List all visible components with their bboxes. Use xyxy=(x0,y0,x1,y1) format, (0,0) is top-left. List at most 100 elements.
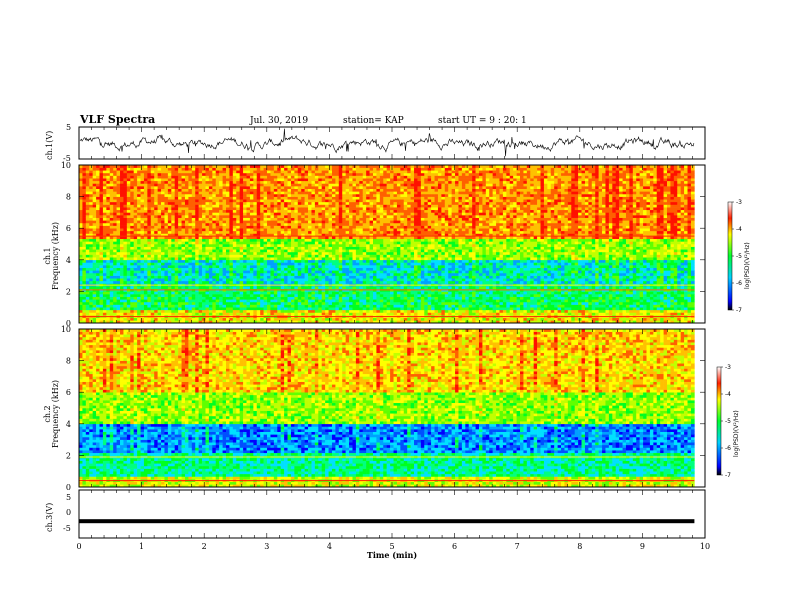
spectrogram-cell xyxy=(195,275,199,279)
spectrogram-cell xyxy=(106,262,111,266)
spectrogram-cell xyxy=(178,230,182,234)
spectrogram-cell xyxy=(335,228,340,232)
spectrogram-cell xyxy=(184,320,189,324)
spectrogram-cell xyxy=(352,317,357,321)
spectrogram-cell xyxy=(174,249,179,253)
spectrogram-cell xyxy=(178,188,182,192)
spectrogram-cell xyxy=(229,241,234,245)
spectrogram-cell xyxy=(260,291,264,295)
spectrogram-cell xyxy=(150,254,155,258)
spectrogram-cell xyxy=(202,217,206,221)
spectrogram-cell xyxy=(109,228,114,232)
spectrogram-cell xyxy=(253,225,258,229)
spectrogram-cell xyxy=(89,241,93,245)
spectrogram-cell xyxy=(161,196,165,200)
spectrogram-cell xyxy=(143,294,148,297)
spectrogram-cell xyxy=(99,236,104,240)
spectrogram-cell xyxy=(297,320,302,324)
spectrogram-cell xyxy=(321,209,326,213)
spectrogram-cell xyxy=(143,215,148,218)
spectrogram-cell xyxy=(205,275,210,279)
spectrogram-cell xyxy=(174,165,179,168)
spectrogram-cell xyxy=(215,317,220,321)
spectrogram-cell xyxy=(349,244,353,247)
spectrogram-cell xyxy=(290,299,295,303)
spectrogram-cell xyxy=(236,236,240,240)
spectrogram-cell xyxy=(226,180,230,184)
spectrogram-cell xyxy=(236,178,240,182)
spectrogram-cell xyxy=(273,222,278,226)
spectrogram-cell xyxy=(113,309,117,313)
spectrogram-cell xyxy=(311,238,316,242)
spectrogram-cell xyxy=(345,230,350,234)
spectrogram-cell xyxy=(184,267,189,271)
spectrogram-cell xyxy=(308,170,312,174)
spectrogram-cell xyxy=(164,199,169,203)
spectrogram-cell xyxy=(318,244,323,247)
spectrogram-cell xyxy=(267,207,271,211)
spectrogram-cell xyxy=(212,209,217,213)
spectrogram-cell xyxy=(116,246,121,250)
spectrogram-cell xyxy=(109,236,114,240)
spectrogram-cell xyxy=(116,191,121,195)
spectrogram-cell xyxy=(297,241,302,245)
spectrogram-cell xyxy=(167,278,172,282)
spectrogram-cell xyxy=(212,175,217,179)
spectrogram-cell xyxy=(345,220,350,224)
spectrogram-cell xyxy=(82,296,87,300)
spectrogram-cell xyxy=(130,217,134,221)
spectrogram-cell xyxy=(287,217,292,221)
spectrogram-cell xyxy=(287,175,292,179)
spectrogram-cell xyxy=(270,238,275,242)
spectrogram-cell xyxy=(311,257,316,261)
spectrogram-cell xyxy=(236,193,240,197)
spectrogram-cell xyxy=(349,193,353,197)
spectrogram-cell xyxy=(120,244,124,247)
spectrogram-cell xyxy=(89,172,93,176)
spectrogram-cell xyxy=(270,280,275,284)
spectrogram-cell xyxy=(219,275,223,279)
spectrogram-cell xyxy=(321,225,326,229)
spectrogram-cell xyxy=(267,238,271,242)
spectrogram-cell xyxy=(232,267,237,271)
spectrogram-cell xyxy=(232,228,237,232)
spectrogram-cell xyxy=(345,183,350,187)
spectrogram-cell xyxy=(301,257,305,261)
spectrogram-cell xyxy=(171,312,176,316)
spectrogram-cell xyxy=(222,272,227,276)
spectrogram-cell xyxy=(191,317,196,321)
spectrogram-cell xyxy=(96,286,100,290)
spectrogram-cell xyxy=(331,309,336,313)
spectrogram-cell xyxy=(102,262,107,266)
spectrogram-cell xyxy=(219,312,223,316)
spectrogram-cell xyxy=(215,301,220,305)
spectrogram-cell xyxy=(246,209,251,213)
spectrogram-cell xyxy=(205,209,210,213)
spectrogram-cell xyxy=(239,257,244,261)
spectrogram-cell xyxy=(318,180,323,184)
spectrogram-cell xyxy=(270,217,275,221)
spectrogram-cell xyxy=(96,183,100,187)
spectrogram-cell xyxy=(140,233,145,237)
spectrogram-cell xyxy=(229,186,234,189)
spectrogram-cell xyxy=(130,215,134,218)
spectrogram-cell xyxy=(123,254,128,258)
spectrogram-cell xyxy=(342,230,346,234)
spectrogram-cell xyxy=(239,251,244,255)
spectrogram-cell xyxy=(205,225,210,229)
spectrogram-cell xyxy=(123,280,128,284)
spectrogram-cell xyxy=(304,249,309,253)
spectrogram-cell xyxy=(137,251,141,255)
spectrogram-cell xyxy=(277,230,281,234)
spectrogram-cell xyxy=(331,165,336,168)
spectrogram-cell xyxy=(116,312,121,316)
spectrogram-cell xyxy=(205,175,210,179)
spectrogram-cell xyxy=(184,265,189,268)
spectrogram-cell xyxy=(126,188,131,192)
spectrogram-cell xyxy=(301,296,305,300)
spectrogram-cell xyxy=(267,299,271,303)
spectrogram-cell xyxy=(205,220,210,224)
spectrogram-cell xyxy=(287,286,292,290)
spectrogram-cell xyxy=(133,183,138,187)
spectrogram-cell xyxy=(219,294,223,297)
